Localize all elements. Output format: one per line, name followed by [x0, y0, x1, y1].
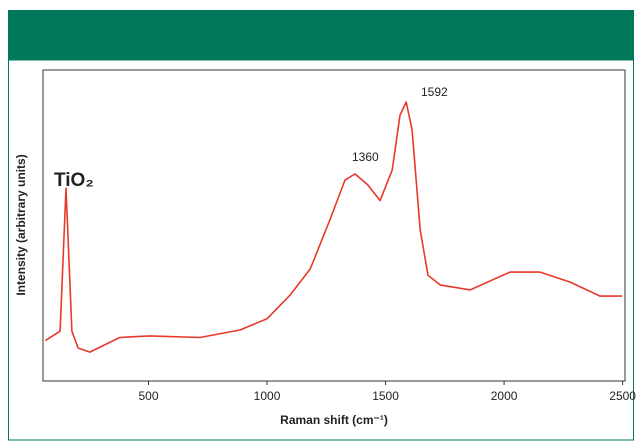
annotation: 1592: [421, 85, 448, 99]
panel-frame: [8, 59, 634, 441]
x-tick-label: 500: [138, 389, 158, 403]
header-bar: [8, 10, 634, 60]
x-tick-label: 2500: [609, 389, 636, 403]
plot-frame: [42, 69, 626, 382]
annotation: TiO₂: [54, 170, 94, 191]
x-axis-title: Raman shift (cm⁻¹): [280, 413, 388, 427]
annotation: 1360: [352, 150, 379, 164]
x-tick-label: 1500: [372, 389, 399, 403]
spectrum-line: [44, 101, 623, 353]
x-tick-label: 2000: [491, 389, 518, 403]
y-axis-title: Intensity (arbitrary units): [14, 154, 28, 295]
x-tick-label: 1000: [254, 389, 281, 403]
